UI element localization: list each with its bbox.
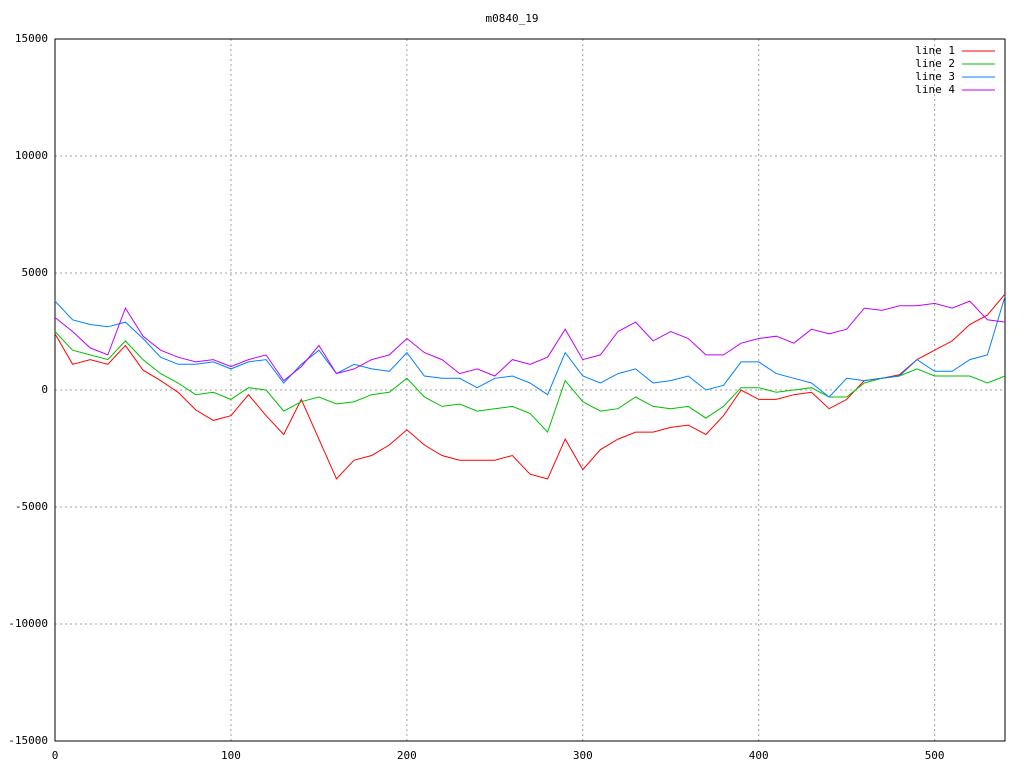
data-line	[54, 300, 1006, 382]
x-tick-label: 100	[221, 749, 241, 762]
legend-label: line 2	[915, 57, 955, 70]
chart-title: m0840_19	[486, 12, 539, 25]
data-line	[54, 296, 1006, 398]
x-tick-label: 0	[52, 749, 59, 762]
plot-frame	[54, 38, 1006, 742]
legend-label: line 3	[915, 70, 955, 83]
y-tick-label: 5000	[22, 266, 49, 279]
y-tick-label: -5000	[15, 500, 48, 513]
x-tick-label: 300	[573, 749, 593, 762]
y-tick-label: 15000	[15, 32, 48, 45]
x-tick-label: 400	[749, 749, 769, 762]
y-tick-label: 10000	[15, 149, 48, 162]
legend-label: line 1	[915, 44, 955, 57]
y-tick-label: -15000	[8, 734, 48, 747]
data-line	[54, 331, 1006, 434]
y-tick-label: 0	[41, 383, 48, 396]
x-tick-label: 200	[397, 749, 417, 762]
legend-label: line 4	[915, 83, 955, 96]
x-tick-label: 500	[925, 749, 945, 762]
y-tick-label: -10000	[8, 617, 48, 630]
data-line	[54, 293, 1006, 480]
